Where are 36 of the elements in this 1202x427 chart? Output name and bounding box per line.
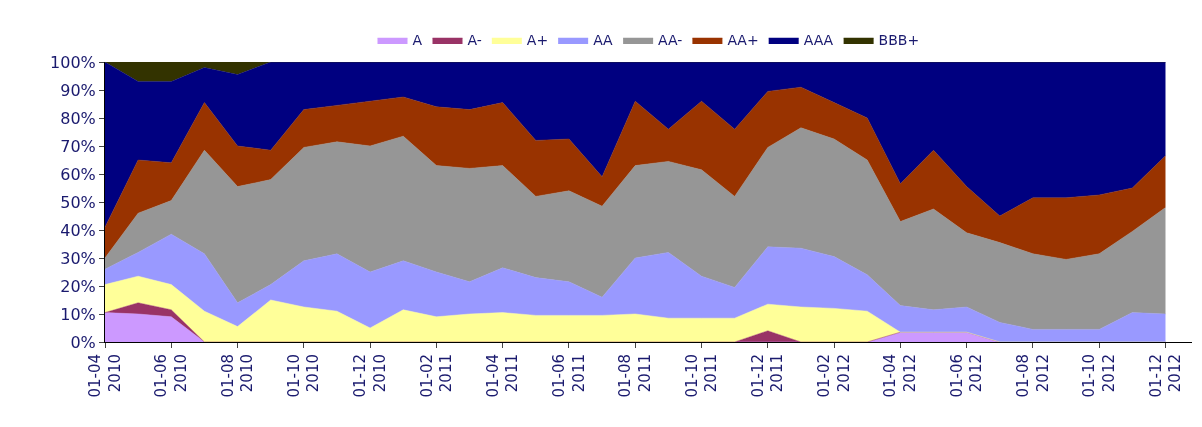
x-tick-label: 01-10 2012: [1080, 354, 1118, 398]
x-tick-label: 01-04 2012: [881, 354, 919, 398]
y-tick-label: 50%: [60, 192, 96, 212]
x-tick-label: 01-12 2012: [1146, 354, 1185, 398]
legend-label: A-: [467, 32, 482, 49]
x-tick-label: 01-12 2010: [351, 354, 389, 398]
x-tick-label: 01-08 2010: [218, 354, 257, 398]
x-tick-label: 01-10 2011: [682, 354, 721, 398]
y-tick-label: 80%: [60, 108, 96, 128]
legend-label: AAA: [803, 32, 834, 49]
x-tick-label: 01-12 2011: [748, 354, 787, 398]
y-tick-label: 60%: [60, 164, 96, 184]
x-tick-label: 01-08 2012: [1014, 354, 1052, 398]
x-tick-label: 01-06 2010: [152, 354, 190, 398]
y-tick-label: 0%: [70, 332, 96, 352]
x-tick-label: 01-08 2011: [616, 354, 654, 398]
legend-label: A: [412, 32, 423, 49]
legend-label: AA+: [727, 32, 759, 49]
y-tick-label: 100%: [50, 52, 96, 72]
y-tick-label: 40%: [60, 220, 96, 240]
legend-label: A+: [526, 32, 549, 49]
x-tick-label: 01-06 2011: [550, 354, 588, 398]
y-tick-label: 70%: [60, 136, 96, 156]
y-tick-label: 90%: [60, 80, 96, 100]
x-tick-label: 01-02 2012: [815, 354, 853, 398]
y-tick-label: 10%: [60, 304, 96, 324]
x-tick-label: 01-02 2011: [417, 354, 456, 398]
x-tick-label: 01-10 2010: [284, 354, 323, 398]
x-tick-label: 01-04 2010: [86, 354, 124, 398]
legend-label: BBB+: [878, 32, 920, 49]
legend-label: AA-: [658, 32, 683, 49]
legend-label: AA: [593, 32, 614, 49]
y-tick-label: 20%: [60, 276, 96, 296]
y-tick-label: 30%: [60, 248, 96, 268]
x-tick-label: 01-06 2012: [947, 354, 986, 398]
x-tick-label: 01-04 2011: [483, 354, 522, 398]
